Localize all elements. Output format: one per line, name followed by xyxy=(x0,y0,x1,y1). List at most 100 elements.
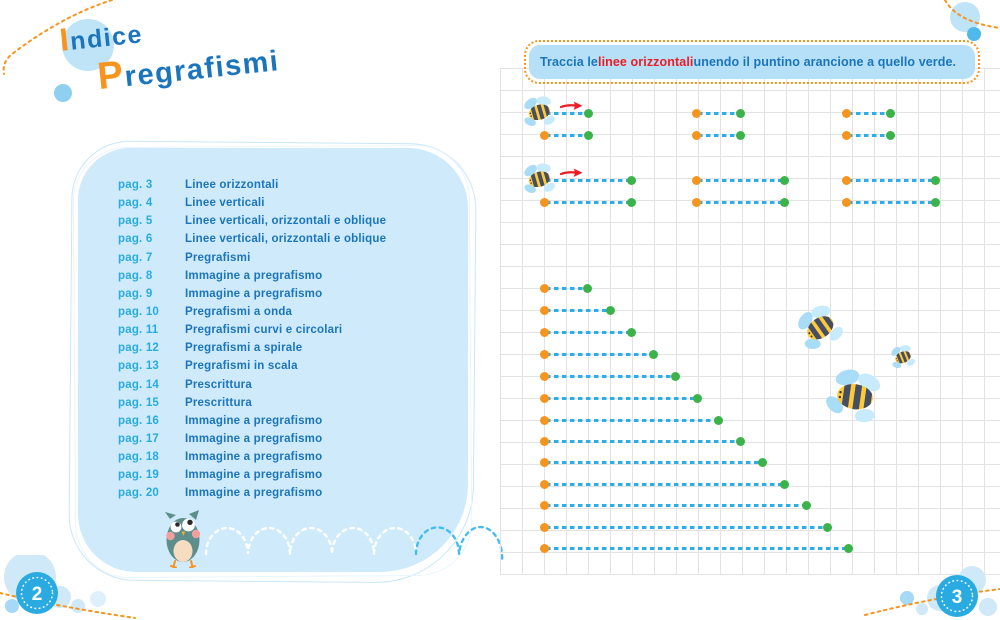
trace-line[interactable] xyxy=(539,543,853,553)
end-dot-green[interactable] xyxy=(930,175,940,185)
index-row[interactable]: pag. 10 Pregrafismi a onda xyxy=(118,303,386,321)
end-dot-green[interactable] xyxy=(779,479,789,489)
start-dot-orange[interactable] xyxy=(539,305,549,315)
dashed-guide-line[interactable] xyxy=(698,111,738,115)
dashed-guide-line[interactable] xyxy=(546,374,673,378)
trace-line[interactable] xyxy=(539,197,636,207)
dashed-guide-line[interactable] xyxy=(546,352,651,356)
trace-line[interactable] xyxy=(544,108,593,118)
end-dot-green[interactable] xyxy=(583,108,593,118)
start-dot-orange[interactable] xyxy=(691,108,701,118)
start-dot-orange[interactable] xyxy=(539,457,549,467)
trace-line[interactable] xyxy=(539,393,702,403)
dashed-guide-line[interactable] xyxy=(546,200,629,204)
end-dot-green[interactable] xyxy=(843,543,853,553)
end-dot-green[interactable] xyxy=(757,457,767,467)
end-dot-green[interactable] xyxy=(583,130,593,140)
index-row[interactable]: pag. 3 Linee orizzontali xyxy=(118,176,386,194)
end-dot-green[interactable] xyxy=(822,522,832,532)
start-dot-orange[interactable] xyxy=(539,130,549,140)
dashed-guide-line[interactable] xyxy=(546,482,782,486)
index-row[interactable]: pag. 9 Immagine a pregrafismo xyxy=(118,285,386,303)
index-row[interactable]: pag. 11 Pregrafismi curvi e circolari xyxy=(118,321,386,339)
index-row[interactable]: pag. 5 Linee verticali, orizzontali e obl… xyxy=(118,212,386,230)
dashed-guide-line[interactable] xyxy=(546,133,586,137)
start-dot-orange[interactable] xyxy=(539,479,549,489)
dashed-guide-line[interactable] xyxy=(546,178,629,182)
dashed-guide-line[interactable] xyxy=(546,308,608,312)
end-dot-green[interactable] xyxy=(670,371,680,381)
trace-line[interactable] xyxy=(539,457,767,467)
index-row[interactable]: pag. 20 Immagine a pregrafismo xyxy=(118,484,386,502)
trace-line[interactable] xyxy=(539,436,745,446)
index-row[interactable]: pag. 14 Prescrittura xyxy=(118,376,386,394)
end-dot-green[interactable] xyxy=(801,500,811,510)
trace-line[interactable] xyxy=(691,108,745,118)
start-dot-orange[interactable] xyxy=(539,543,549,553)
start-dot-orange[interactable] xyxy=(539,371,549,381)
start-dot-orange[interactable] xyxy=(539,283,549,293)
trace-line[interactable] xyxy=(539,305,615,315)
index-row[interactable]: pag. 12 Pregrafismi a spirale xyxy=(118,339,386,357)
index-row[interactable]: pag. 19 Immagine a pregrafismo xyxy=(118,466,386,484)
index-row[interactable]: pag. 8 Immagine a pregrafismo xyxy=(118,267,386,285)
dashed-guide-line[interactable] xyxy=(546,330,629,334)
dashed-guide-line[interactable] xyxy=(848,111,888,115)
dashed-guide-line[interactable] xyxy=(698,133,738,137)
start-dot-orange[interactable] xyxy=(841,108,851,118)
start-dot-orange[interactable] xyxy=(539,197,549,207)
start-dot-orange[interactable] xyxy=(539,522,549,532)
end-dot-green[interactable] xyxy=(930,197,940,207)
index-row[interactable]: pag. 13 Pregrafismi in scala xyxy=(118,357,386,375)
trace-line[interactable] xyxy=(841,175,940,185)
dashed-guide-line[interactable] xyxy=(848,200,933,204)
start-dot-orange[interactable] xyxy=(539,393,549,403)
end-dot-green[interactable] xyxy=(713,415,723,425)
dashed-guide-line[interactable] xyxy=(698,178,782,182)
trace-line[interactable] xyxy=(539,371,680,381)
start-dot-orange[interactable] xyxy=(539,349,549,359)
trace-line[interactable] xyxy=(539,283,592,293)
dashed-guide-line[interactable] xyxy=(848,178,933,182)
dashed-guide-line[interactable] xyxy=(848,133,888,137)
dashed-guide-line[interactable] xyxy=(546,439,738,443)
trace-line[interactable] xyxy=(539,327,636,337)
index-row[interactable]: pag. 17 Immagine a pregrafismo xyxy=(118,430,386,448)
trace-line[interactable] xyxy=(539,479,789,489)
start-dot-orange[interactable] xyxy=(539,436,549,446)
trace-line[interactable] xyxy=(691,197,789,207)
dashed-guide-line[interactable] xyxy=(546,418,716,422)
trace-line[interactable] xyxy=(539,415,723,425)
dashed-guide-line[interactable] xyxy=(546,546,846,550)
trace-line[interactable] xyxy=(539,130,593,140)
dashed-guide-line[interactable] xyxy=(698,200,782,204)
start-dot-orange[interactable] xyxy=(841,130,851,140)
trace-line[interactable] xyxy=(691,130,745,140)
end-dot-green[interactable] xyxy=(735,108,745,118)
dashed-guide-line[interactable] xyxy=(546,396,695,400)
dashed-guide-line[interactable] xyxy=(546,286,585,290)
end-dot-green[interactable] xyxy=(885,130,895,140)
trace-line[interactable] xyxy=(841,130,895,140)
trace-line[interactable] xyxy=(544,175,636,185)
index-row[interactable]: pag. 15 Prescrittura xyxy=(118,394,386,412)
trace-line[interactable] xyxy=(539,349,658,359)
end-dot-green[interactable] xyxy=(626,327,636,337)
trace-line[interactable] xyxy=(539,522,832,532)
start-dot-orange[interactable] xyxy=(841,197,851,207)
end-dot-green[interactable] xyxy=(605,305,615,315)
end-dot-green[interactable] xyxy=(779,175,789,185)
start-dot-orange[interactable] xyxy=(691,197,701,207)
end-dot-green[interactable] xyxy=(735,130,745,140)
dashed-guide-line[interactable] xyxy=(546,525,825,529)
end-dot-green[interactable] xyxy=(582,283,592,293)
end-dot-green[interactable] xyxy=(779,197,789,207)
end-dot-green[interactable] xyxy=(626,175,636,185)
index-row[interactable]: pag. 4 Linee verticali xyxy=(118,194,386,212)
index-row[interactable]: pag. 16 Immagine a pregrafismo xyxy=(118,412,386,430)
start-dot-orange[interactable] xyxy=(539,415,549,425)
start-dot-orange[interactable] xyxy=(539,327,549,337)
end-dot-green[interactable] xyxy=(648,349,658,359)
start-dot-orange[interactable] xyxy=(691,130,701,140)
dashed-guide-line[interactable] xyxy=(546,460,760,464)
